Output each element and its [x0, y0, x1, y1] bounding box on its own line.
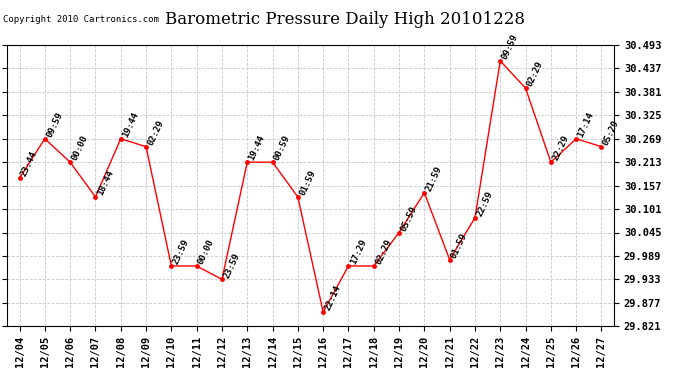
- Text: 00:00: 00:00: [197, 238, 216, 266]
- Text: Barometric Pressure Daily High 20101228: Barometric Pressure Daily High 20101228: [165, 11, 525, 28]
- Text: 23:44: 23:44: [19, 150, 39, 178]
- Text: 19:44: 19:44: [121, 111, 140, 139]
- Text: 22:14: 22:14: [323, 284, 343, 312]
- Text: 00:00: 00:00: [70, 134, 90, 162]
- Text: 05:29: 05:29: [602, 118, 621, 147]
- Text: 09:59: 09:59: [45, 111, 64, 139]
- Text: 17:29: 17:29: [348, 238, 368, 266]
- Text: 00:59: 00:59: [273, 134, 292, 162]
- Text: 19:44: 19:44: [247, 134, 267, 162]
- Text: 17:14: 17:14: [576, 111, 595, 139]
- Text: 21:59: 21:59: [424, 165, 444, 193]
- Text: 05:59: 05:59: [399, 204, 419, 232]
- Text: 09:59: 09:59: [500, 33, 520, 61]
- Text: 23:59: 23:59: [222, 251, 242, 279]
- Text: 02:29: 02:29: [374, 238, 393, 266]
- Text: 18:44: 18:44: [95, 169, 115, 197]
- Text: 01:59: 01:59: [450, 231, 469, 260]
- Text: Copyright 2010 Cartronics.com: Copyright 2010 Cartronics.com: [3, 15, 159, 24]
- Text: 02:29: 02:29: [146, 118, 166, 147]
- Text: 02:29: 02:29: [526, 60, 545, 88]
- Text: 22:59: 22:59: [475, 190, 495, 218]
- Text: 23:59: 23:59: [171, 238, 191, 266]
- Text: 01:59: 01:59: [298, 169, 317, 197]
- Text: 22:29: 22:29: [551, 134, 571, 162]
